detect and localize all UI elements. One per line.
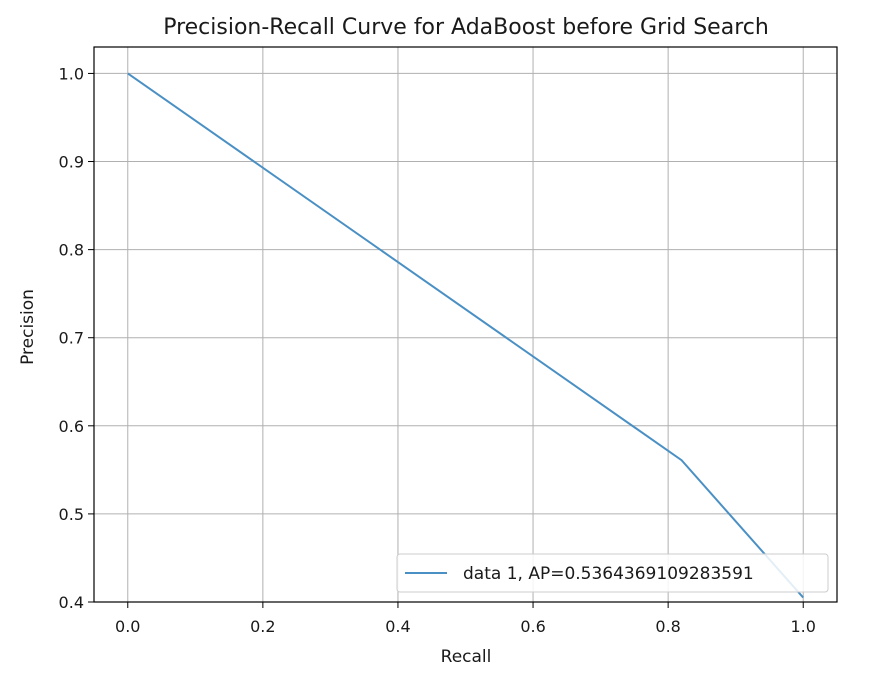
legend-label: data 1, AP=0.5364369109283591 xyxy=(463,564,754,584)
x-tick-label: 0.2 xyxy=(250,617,275,636)
y-tick-label: 0.6 xyxy=(59,417,84,436)
x-tick-label: 0.6 xyxy=(520,617,545,636)
y-tick-label: 0.9 xyxy=(59,153,84,172)
plot-area xyxy=(127,72,804,599)
y-tick-label: 0.5 xyxy=(59,505,84,524)
x-axis-label: Recall xyxy=(441,647,492,667)
y-tick-label: 0.7 xyxy=(59,329,84,348)
x-tick-label: 0.8 xyxy=(655,617,680,636)
series-line xyxy=(127,72,804,599)
y-axis-label: Precision xyxy=(18,289,38,365)
chart-title: Precision-Recall Curve for AdaBoost befo… xyxy=(163,15,769,40)
legend: data 1, AP=0.5364369109283591 xyxy=(396,553,829,593)
legend-box xyxy=(396,553,829,593)
x-tick-label: 0.0 xyxy=(115,617,140,636)
ticks: 0.0 0.2 0.4 0.6 0.8 1.0 0.4 0.5 0.6 0.7 0.8 0.9 1.0 xyxy=(59,64,816,636)
x-tick-label: 0.4 xyxy=(385,617,410,636)
x-tick-label: 1.0 xyxy=(791,617,816,636)
y-tick-label: 0.8 xyxy=(59,241,84,260)
y-tick-label: 1.0 xyxy=(59,64,84,83)
axes-frame xyxy=(93,46,838,603)
y-tick-label: 0.4 xyxy=(59,593,84,612)
grid xyxy=(94,47,837,603)
